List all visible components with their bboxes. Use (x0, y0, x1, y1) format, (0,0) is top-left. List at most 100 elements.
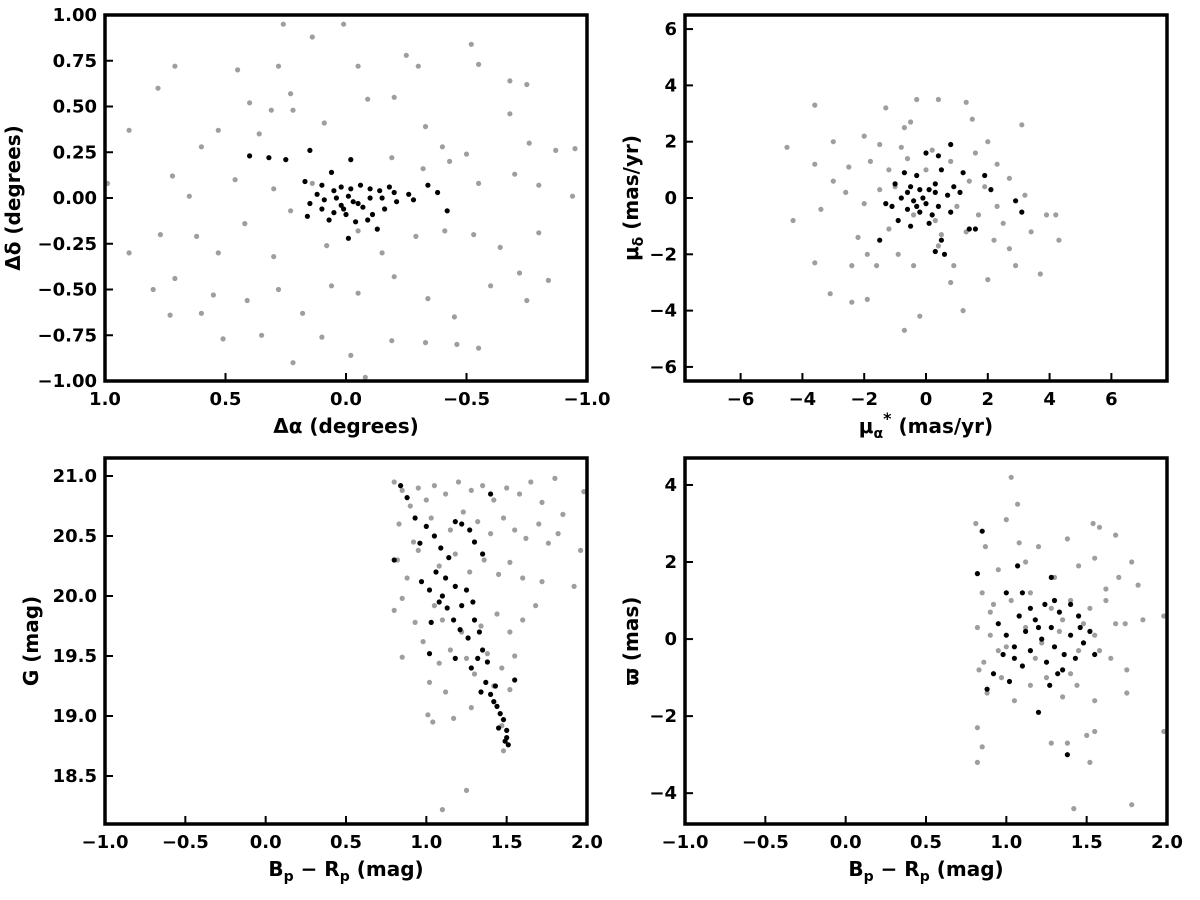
data-point (1124, 690, 1130, 696)
data-point (507, 78, 513, 84)
data-point (533, 603, 539, 609)
data-point (150, 286, 156, 293)
data-point (422, 124, 429, 130)
data-point (1027, 590, 1033, 596)
data-point (995, 621, 1001, 627)
data-point (459, 521, 465, 527)
data-point (478, 689, 484, 695)
data-point (1113, 621, 1119, 627)
data-point (988, 187, 994, 193)
data-point (1008, 474, 1014, 480)
data-point (1092, 728, 1098, 735)
data-point (945, 192, 951, 198)
data-point (425, 296, 431, 302)
data-point (948, 158, 954, 164)
data-point (404, 495, 410, 501)
data-point (484, 651, 490, 657)
data-point (892, 181, 898, 187)
data-point (389, 338, 395, 344)
x-tick-label: 2 (982, 389, 995, 410)
data-point (266, 155, 272, 161)
data-point (1068, 632, 1074, 638)
series-members (974, 528, 1098, 758)
y-tick-label: 19.0 (53, 706, 97, 727)
data-point (483, 679, 489, 686)
data-point (1035, 709, 1042, 715)
data-point (321, 197, 327, 203)
data-point (886, 167, 892, 173)
data-point (367, 195, 373, 201)
data-point (1019, 122, 1025, 128)
data-point (256, 131, 262, 137)
data-point (895, 217, 901, 224)
data-point (496, 571, 502, 578)
data-point (979, 528, 985, 534)
data-point (877, 237, 883, 243)
data-point (917, 187, 923, 193)
data-point (331, 210, 337, 216)
data-point (428, 619, 434, 626)
y-tick-label: 20.0 (53, 586, 97, 607)
series-members (877, 141, 1025, 257)
data-point (908, 119, 914, 125)
data-point (415, 63, 421, 69)
data-point (283, 157, 289, 163)
data-point (480, 647, 486, 653)
data-point (578, 547, 584, 554)
data-point (926, 220, 932, 226)
data-point (1003, 517, 1009, 523)
data-point (1113, 532, 1119, 538)
data-point (995, 567, 1001, 573)
data-point (1006, 678, 1013, 685)
data-point (360, 204, 366, 210)
data-point (467, 569, 473, 575)
data-point (972, 150, 979, 156)
data-point (1061, 651, 1067, 658)
data-point (560, 511, 566, 517)
data-point (932, 181, 938, 187)
x-tick-label: 0.5 (330, 832, 362, 853)
data-point (505, 742, 511, 748)
data-point (985, 277, 991, 283)
data-point (302, 178, 308, 185)
data-point (494, 611, 500, 617)
data-point (423, 497, 429, 503)
data-point (1092, 555, 1098, 561)
data-point (186, 193, 192, 199)
data-point (447, 647, 453, 653)
data-point (1161, 613, 1167, 619)
data-point (232, 177, 238, 183)
data-point (215, 127, 221, 133)
data-point (348, 186, 354, 192)
x-tick-label: 6 (1105, 389, 1118, 410)
data-point (454, 341, 460, 347)
data-point (425, 182, 431, 188)
data-point (355, 63, 361, 69)
data-point (948, 141, 954, 148)
y-tick-label: −0.25 (38, 234, 98, 255)
data-point (492, 683, 498, 689)
y-tick-label: 0.25 (53, 142, 97, 163)
data-point (954, 203, 960, 209)
data-point (436, 599, 442, 605)
data-point (923, 150, 929, 156)
data-point (355, 228, 361, 234)
x-tick-label: 0.0 (830, 832, 862, 853)
data-point (571, 583, 577, 590)
data-point (917, 313, 923, 319)
data-point (1000, 651, 1006, 658)
data-point (413, 233, 419, 239)
data-point (367, 186, 373, 192)
data-point (331, 188, 337, 194)
data-point (280, 21, 286, 27)
data-point (484, 659, 490, 665)
data-point (399, 487, 405, 493)
y-tick-label: −2 (649, 244, 677, 265)
data-point (877, 141, 883, 148)
data-point (1129, 559, 1135, 565)
data-point (901, 125, 908, 131)
data-point (911, 212, 917, 218)
data-point (1019, 209, 1025, 215)
y-tick-label: −6 (649, 357, 677, 378)
data-point (425, 712, 431, 718)
